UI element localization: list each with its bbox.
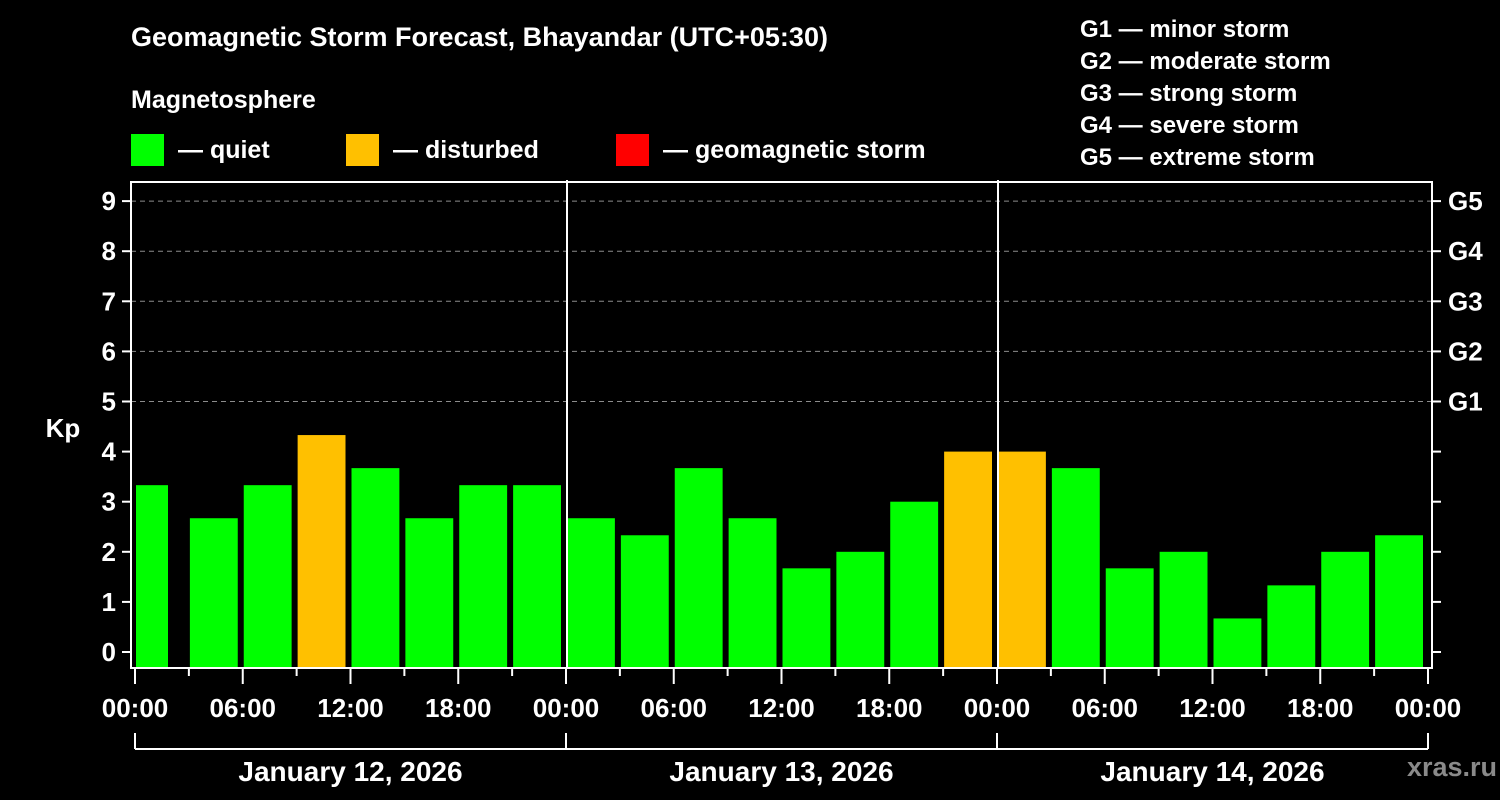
storm-scale-g3: G3 — strong storm — [1080, 80, 1298, 107]
kp-bar — [1321, 551, 1370, 667]
kp-bar — [782, 568, 831, 667]
kp-bar — [1375, 535, 1423, 667]
kp-bar — [890, 501, 939, 667]
y-tick-label: 1 — [102, 587, 116, 617]
x-tick-label: 06:00 — [641, 693, 708, 723]
x-tick-label: 18:00 — [425, 693, 492, 723]
kp-bar — [513, 485, 561, 667]
kp-bar — [136, 485, 168, 667]
chart-subtitle: Magnetosphere — [131, 86, 316, 114]
x-tick-label: 18:00 — [1287, 693, 1354, 723]
kp-bar — [836, 551, 885, 667]
kp-bar — [189, 518, 238, 667]
y-tick-label: 6 — [102, 336, 116, 366]
x-tick-label: 12:00 — [1179, 693, 1246, 723]
legend-item-storm: — geomagnetic storm — [616, 134, 926, 166]
storm-scale-legend: G1 — minor storm G2 — moderate storm G3 … — [1080, 14, 1331, 174]
kp-bar — [1051, 468, 1100, 667]
kp-bar — [674, 468, 723, 667]
y-tick-label: 2 — [102, 537, 116, 567]
kp-bar — [351, 468, 400, 667]
storm-level-label: G5 — [1448, 186, 1483, 216]
kp-bar — [728, 518, 777, 667]
storm-scale-g5: G5 — extreme storm — [1080, 144, 1315, 171]
legend-item-quiet: — quiet — [131, 134, 270, 166]
quiet-swatch-icon — [131, 134, 164, 166]
x-tick-label: 00:00 — [964, 693, 1031, 723]
kp-bar — [620, 535, 669, 667]
legend-item-disturbed: — disturbed — [346, 134, 539, 166]
storm-scale-g2: G2 — moderate storm — [1080, 48, 1331, 75]
grid-lines — [131, 200, 1432, 402]
kp-bar — [944, 451, 992, 667]
chart-title: Geomagnetic Storm Forecast, Bhayandar (U… — [131, 22, 828, 52]
y-tick-label: 0 — [102, 637, 116, 667]
x-tick-label: 00:00 — [1395, 693, 1462, 723]
x-tick-label: 06:00 — [1072, 693, 1139, 723]
x-tick-label: 12:00 — [748, 693, 815, 723]
y-tick-label: 5 — [102, 387, 116, 417]
legend-label-storm: — geomagnetic storm — [663, 135, 926, 164]
y-tick-label: 7 — [102, 286, 116, 316]
storm-scale-g1: G1 — minor storm — [1080, 16, 1290, 43]
kp-bar — [1213, 618, 1262, 667]
x-tick-label: 12:00 — [317, 693, 384, 723]
kp-bar — [1105, 568, 1154, 667]
y-tick-label: 8 — [102, 236, 116, 266]
kp-bars — [136, 435, 1423, 667]
kp-bar — [998, 451, 1046, 667]
date-label: January 12, 2026 — [238, 756, 462, 787]
storm-swatch-icon — [616, 134, 649, 166]
y-tick-label: 3 — [102, 487, 116, 517]
x-tick-label: 18:00 — [856, 693, 923, 723]
kp-bar — [297, 435, 346, 667]
date-label: January 13, 2026 — [669, 756, 893, 787]
watermark: xras.ru — [1406, 752, 1497, 782]
kp-bar — [459, 485, 508, 667]
x-tick-label: 00:00 — [533, 693, 600, 723]
storm-level-label: G1 — [1448, 387, 1483, 417]
storm-level-label: G4 — [1448, 236, 1483, 266]
kp-bar — [1159, 551, 1208, 667]
storm-scale-g4: G4 — severe storm — [1080, 112, 1299, 139]
storm-level-label: G2 — [1448, 336, 1483, 366]
x-tick-label: 00:00 — [102, 693, 169, 723]
disturbed-swatch-icon — [346, 134, 379, 166]
date-label: January 14, 2026 — [1100, 756, 1324, 787]
y-tick-label: 9 — [102, 186, 116, 216]
kp-bar — [243, 485, 292, 667]
y-tick-label: 4 — [102, 437, 117, 467]
chart-axes: 0 1 2 3 4 5 6 7 8 9 G1 G2 G3 G4 G5 00:00 06:00 12:00 18:00… — [102, 180, 1483, 787]
kp-bar — [567, 518, 615, 667]
kp-bar — [405, 518, 454, 667]
y-axis-label: Kp — [46, 413, 81, 443]
storm-level-label: G3 — [1448, 286, 1483, 316]
legend-label-disturbed: — disturbed — [393, 135, 539, 164]
legend-label-quiet: — quiet — [178, 135, 270, 164]
kp-bar — [1267, 585, 1316, 667]
x-tick-label: 06:00 — [210, 693, 277, 723]
